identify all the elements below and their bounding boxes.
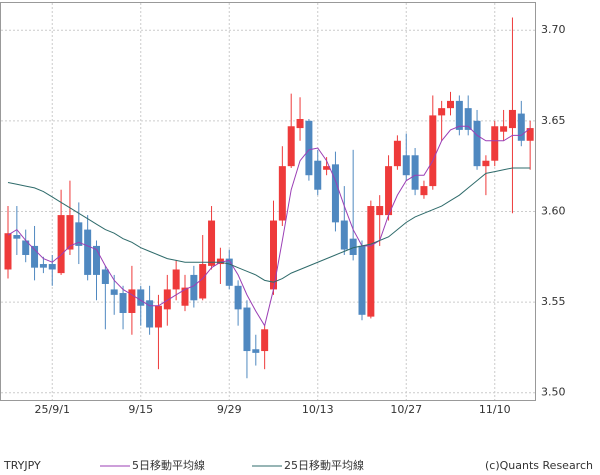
candle-body	[482, 160, 490, 167]
candle-body	[172, 269, 180, 290]
candle-body	[349, 238, 357, 255]
candle-body	[376, 206, 384, 216]
candle-body	[526, 128, 534, 141]
candle-body	[455, 100, 463, 130]
candle-body	[119, 293, 127, 313]
candle-body	[447, 100, 454, 109]
y-tick-label: 3.65	[541, 114, 566, 127]
y-tick-label: 3.70	[541, 23, 566, 36]
y-tick-label: 3.60	[541, 204, 566, 217]
candle-body	[287, 126, 295, 167]
credit: (c)Quants Research	[485, 459, 593, 472]
candle-body	[411, 155, 419, 190]
x-tick-label: 10/27	[390, 403, 422, 416]
legend-ohlc: TRYJPY	[3, 459, 41, 472]
x-tick-label: 11/10	[479, 403, 511, 416]
candle-body	[75, 222, 83, 246]
candle-body	[340, 220, 348, 250]
candle-body	[261, 329, 269, 352]
candle-body	[278, 166, 286, 221]
candle-body	[270, 220, 277, 290]
y-tick-label: 3.50	[541, 386, 566, 399]
candle-body	[216, 258, 224, 265]
candle-body	[93, 245, 100, 275]
candle-body	[367, 206, 375, 317]
candle-body	[252, 349, 260, 353]
candle-body	[358, 245, 366, 315]
y-tick-label: 3.55	[541, 295, 566, 308]
candle-body	[517, 113, 525, 141]
candle-body	[4, 233, 12, 270]
candle-body	[438, 108, 446, 116]
candle-body	[323, 166, 331, 170]
candle-body	[199, 264, 207, 299]
candle-body	[163, 289, 171, 310]
candle-body	[491, 126, 499, 161]
candle-body	[101, 269, 109, 284]
candle-body	[84, 229, 92, 275]
candle-body	[39, 264, 47, 268]
candle-body	[385, 166, 393, 216]
legend-label: 25日移動平均線	[284, 458, 364, 472]
candle-body	[13, 235, 21, 239]
candle-body	[420, 186, 428, 196]
candle-body	[500, 126, 508, 132]
candle-body	[314, 160, 322, 190]
x-tick-label: 10/13	[302, 403, 334, 416]
candle-body	[146, 300, 154, 328]
candle-body	[181, 287, 189, 306]
candle-body	[190, 274, 198, 301]
candle-body	[402, 155, 410, 176]
candle-body	[225, 258, 233, 286]
candle-body	[66, 215, 74, 250]
x-tick-label: 9/15	[128, 403, 153, 416]
candle-body	[22, 240, 30, 255]
candle-body	[296, 119, 304, 129]
x-tick-label: 25/9/1	[35, 403, 70, 416]
candle-body	[57, 215, 65, 274]
candle-body	[110, 289, 118, 295]
candle-body	[331, 164, 339, 223]
legend-label: 5日移動平均線	[132, 458, 205, 472]
ma-line	[7, 125, 531, 327]
candle-body	[31, 245, 39, 268]
candle-body	[154, 305, 162, 328]
candle-body	[473, 120, 481, 167]
x-tick-label: 9/29	[217, 403, 242, 416]
candle-body	[208, 220, 216, 266]
candle-body	[429, 115, 437, 187]
candle-body	[305, 120, 313, 176]
ma-line	[7, 167, 531, 283]
candle-body	[48, 264, 56, 270]
candle-body	[393, 140, 401, 167]
candles	[4, 17, 534, 379]
candle-body	[508, 109, 516, 129]
candle-body	[137, 289, 145, 306]
candle-body	[243, 307, 251, 352]
candle-body	[234, 285, 242, 310]
candle-body	[128, 289, 136, 313]
grid	[1, 3, 535, 400]
candle-body	[464, 108, 472, 130]
